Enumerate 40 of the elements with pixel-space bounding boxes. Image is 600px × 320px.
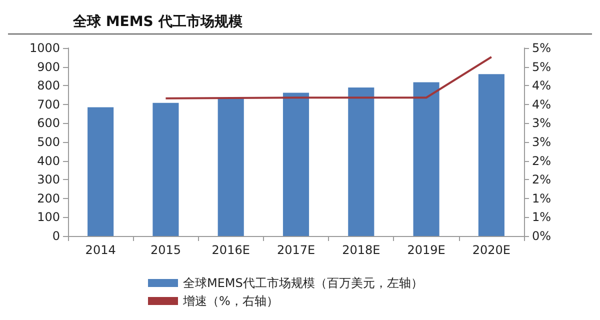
y2-tick-label: 1% xyxy=(532,191,552,206)
legend-label: 全球MEMS代工市场规模（百万美元，左轴） xyxy=(183,276,423,290)
y-tick-label: 900 xyxy=(37,60,60,74)
y2-tick-label: 1% xyxy=(532,210,552,224)
x-tick-label: 2016E xyxy=(212,243,250,257)
y-tick-label: 300 xyxy=(37,172,60,187)
y-tick-label: 100 xyxy=(37,210,60,224)
y2-tick-label: 4% xyxy=(532,78,552,93)
y2-tick-label: 5% xyxy=(532,41,552,55)
y2-tick-label: 5% xyxy=(532,60,552,74)
y-tick-label: 0 xyxy=(52,229,60,243)
y-tick-label: 600 xyxy=(37,116,60,130)
x-tick-label: 2020E xyxy=(472,243,510,257)
y-tick-label: 700 xyxy=(37,97,60,112)
x-tick-label: 2014 xyxy=(85,243,116,257)
y2-tick-label: 3% xyxy=(532,135,552,149)
bar xyxy=(282,92,310,236)
y2-tick-label: 2% xyxy=(532,172,552,187)
y2-tick-label: 2% xyxy=(532,154,552,168)
y2-tick-label: 4% xyxy=(532,97,552,112)
y-tick-label: 1000 xyxy=(29,41,60,55)
y2-tick-label: 0% xyxy=(532,229,552,243)
chart-title: 全球 MEMS 代工市场规模 xyxy=(72,13,244,30)
x-tick-label: 2017E xyxy=(276,243,316,257)
x-tick-label: 2018E xyxy=(342,243,380,257)
x-tick-label: 2015 xyxy=(150,243,181,257)
bar xyxy=(413,82,440,236)
y-tick-label: 200 xyxy=(37,191,60,206)
bar xyxy=(218,98,244,236)
legend-label: 增速（%，右轴） xyxy=(182,294,278,308)
bar xyxy=(88,107,114,236)
bar xyxy=(478,74,504,236)
line-series xyxy=(164,56,492,100)
y-tick-label: 500 xyxy=(37,135,60,149)
bar xyxy=(348,87,374,236)
y-tick-label: 800 xyxy=(37,78,60,93)
y-tick-label: 400 xyxy=(37,154,60,168)
y2-tick-label: 3% xyxy=(532,116,552,130)
x-tick-label: 2019E xyxy=(407,243,446,257)
bar xyxy=(152,102,179,236)
